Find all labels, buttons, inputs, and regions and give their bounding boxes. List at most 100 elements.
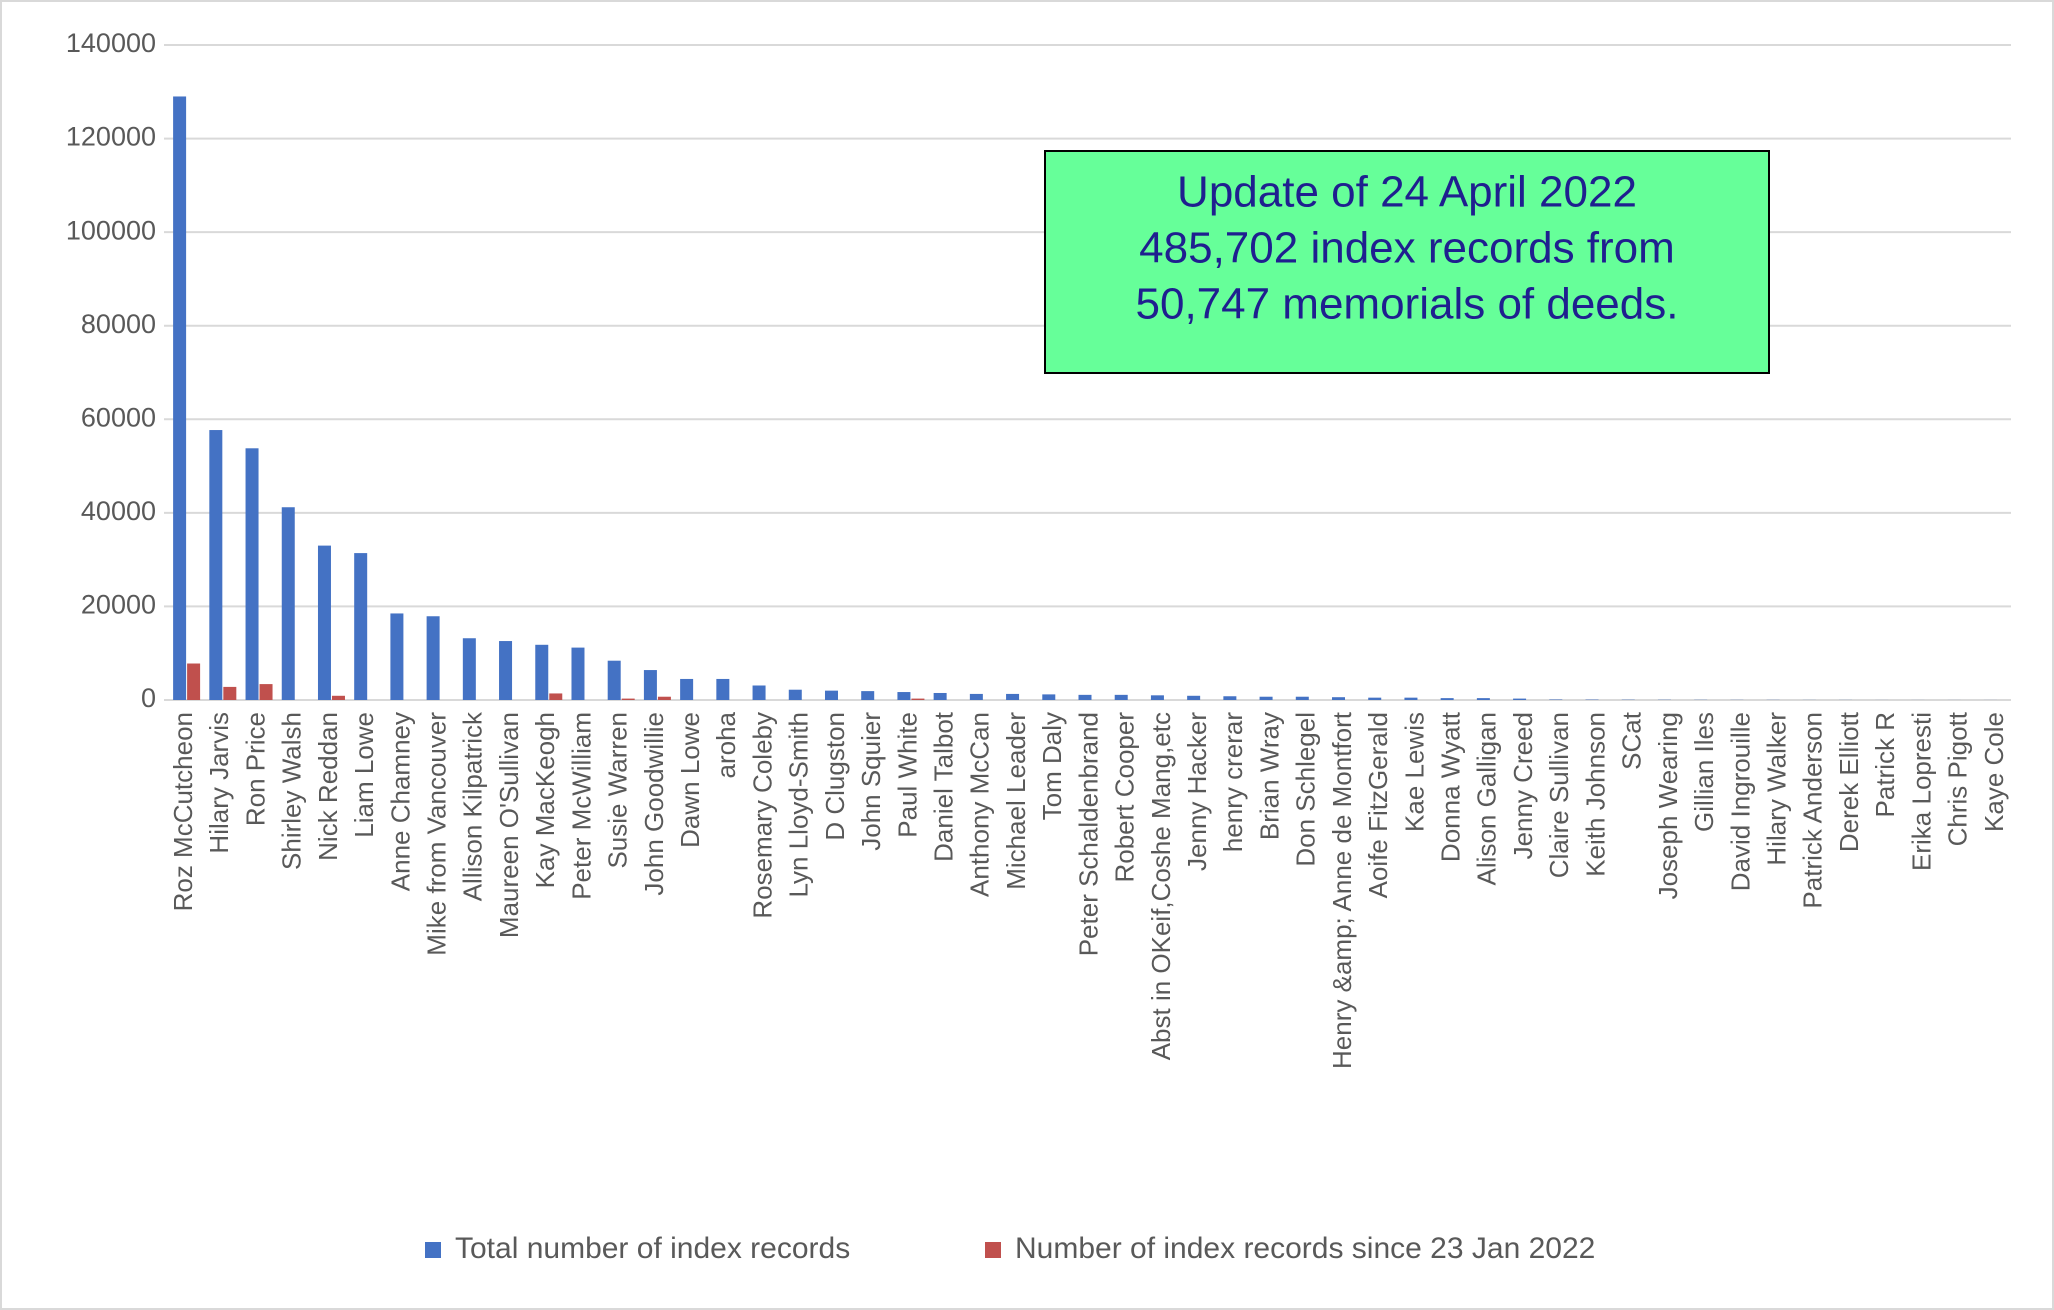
bar	[643, 670, 657, 700]
bar	[911, 698, 925, 700]
y-tick-label: 80000	[81, 309, 156, 339]
x-tick-label: Jenny Hacker	[1182, 712, 1212, 871]
bar	[1295, 696, 1309, 700]
bar	[1187, 695, 1201, 700]
bar	[1259, 696, 1273, 700]
bar	[621, 698, 635, 700]
x-tick-label: Henry &amp; Anne de Montfort	[1327, 711, 1357, 1069]
bar	[1476, 698, 1490, 700]
bar	[1078, 694, 1092, 700]
x-tick-label: Keith Johnson	[1580, 712, 1610, 877]
bar	[173, 96, 187, 700]
x-tick-label: Robert Cooper	[1110, 712, 1140, 883]
bar	[259, 684, 273, 700]
y-tick-label: 60000	[81, 402, 156, 432]
bar	[969, 693, 983, 700]
bar	[897, 692, 911, 700]
x-tick-label: Lyn Lloyd-Smith	[784, 712, 814, 897]
x-tick-label: Shirley Walsh	[277, 712, 307, 870]
bar	[499, 641, 513, 700]
bar	[1150, 695, 1164, 700]
y-tick-label: 40000	[81, 496, 156, 526]
x-tick-label: Roz McCutcheon	[168, 712, 198, 911]
bar	[426, 616, 440, 700]
x-tick-label: Peter McWilliam	[566, 712, 596, 900]
x-tick-label: Donna Wyatt	[1436, 711, 1466, 862]
y-tick-label: 120000	[66, 122, 156, 152]
x-tick-label: Chris Pigott	[1943, 711, 1973, 846]
bar	[223, 686, 237, 700]
bar	[680, 678, 694, 700]
x-tick-label: David Ingrouille	[1725, 712, 1755, 891]
bar	[1513, 698, 1527, 700]
bar	[571, 647, 585, 700]
x-tick-label: Allison Kilpatrick	[458, 711, 488, 901]
bar	[933, 692, 947, 700]
x-tick-label: Susie Warren	[603, 712, 633, 869]
x-tick-label: henry crerar	[1218, 712, 1248, 852]
x-tick-label: Gillian Iles	[1689, 712, 1719, 832]
x-tick-label: Aoife FitzGerald	[1363, 712, 1393, 898]
bar	[861, 691, 875, 700]
bar	[317, 545, 331, 700]
x-tick-label: Daniel Talbot	[929, 711, 959, 862]
x-tick-label: Michael Leader	[1001, 712, 1031, 890]
y-tick-label: 100000	[66, 215, 156, 245]
legend-swatch	[985, 1242, 1001, 1258]
bar	[187, 663, 201, 700]
annotation-text: 50,747 memorials of deeds.	[1136, 280, 1679, 329]
legend-label: Total number of index records	[455, 1232, 850, 1265]
x-tick-label: Jenny Creed	[1508, 712, 1538, 859]
x-tick-label: Erika Lopresti	[1906, 712, 1936, 871]
x-tick-label: Rosemary Coleby	[747, 712, 777, 919]
x-tick-label: D Clugston	[820, 712, 850, 841]
x-tick-label: Claire Sullivan	[1544, 712, 1574, 878]
annotation-box	[1044, 150, 1770, 374]
legend-swatch	[425, 1242, 441, 1258]
bar	[549, 693, 563, 700]
x-tick-label: John Squier	[856, 712, 886, 851]
x-tick-label: Kaye Cole	[1979, 712, 2009, 832]
x-tick-label: Patrick Anderson	[1798, 712, 1828, 909]
x-tick-label: Joseph Wearing	[1653, 712, 1683, 899]
y-tick-label: 140000	[66, 28, 156, 58]
bar	[209, 430, 223, 700]
bar	[281, 507, 295, 700]
x-tick-label: aroha	[711, 711, 741, 778]
x-tick-label: Don Schlegel	[1291, 712, 1321, 867]
x-tick-label: Nick Reddan	[313, 712, 343, 861]
bar	[462, 638, 476, 700]
x-tick-label: Anne Chamney	[385, 712, 415, 891]
bar	[824, 690, 838, 700]
bar	[1440, 698, 1454, 700]
bar	[535, 644, 549, 700]
x-tick-label: Anthony McCan	[965, 712, 995, 897]
x-tick-label: Abst in OKeif,Coshe Mang,etc	[1146, 712, 1176, 1060]
x-tick-label: John Goodwillie	[639, 712, 669, 896]
y-tick-label: 20000	[81, 590, 156, 620]
bar	[1042, 694, 1056, 700]
x-tick-label: Brian Wray	[1254, 712, 1284, 840]
bar	[1223, 696, 1237, 700]
bar	[1332, 697, 1346, 700]
x-tick-label: Hilary Jarvis	[204, 712, 234, 854]
x-tick-label: Hilary Walker	[1761, 712, 1791, 866]
bar	[331, 695, 345, 700]
x-tick-label: Patrick R	[1870, 712, 1900, 817]
x-tick-label: Maureen O'Sullivan	[494, 712, 524, 938]
bar	[1368, 697, 1382, 700]
x-tick-label: Mike from Vancouver	[421, 712, 451, 956]
bar	[1114, 694, 1128, 700]
legend-label: Number of index records since 23 Jan 202…	[1015, 1232, 1595, 1265]
x-tick-label: Kay MacKeogh	[530, 712, 560, 888]
x-tick-label: Liam Lowe	[349, 712, 379, 838]
x-tick-label: Tom Daly	[1037, 712, 1067, 820]
x-tick-label: Derek Elliott	[1834, 711, 1864, 852]
bar	[752, 685, 766, 700]
bar	[354, 553, 368, 700]
x-tick-label: Paul White	[892, 712, 922, 838]
x-tick-label: Ron Price	[240, 712, 270, 826]
bar	[1006, 693, 1020, 700]
annotation-text: 485,702 index records from	[1139, 224, 1675, 273]
